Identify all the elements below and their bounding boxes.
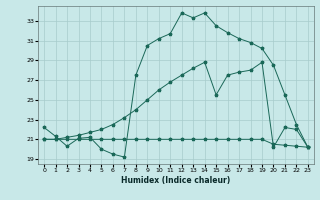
X-axis label: Humidex (Indice chaleur): Humidex (Indice chaleur) [121,176,231,185]
